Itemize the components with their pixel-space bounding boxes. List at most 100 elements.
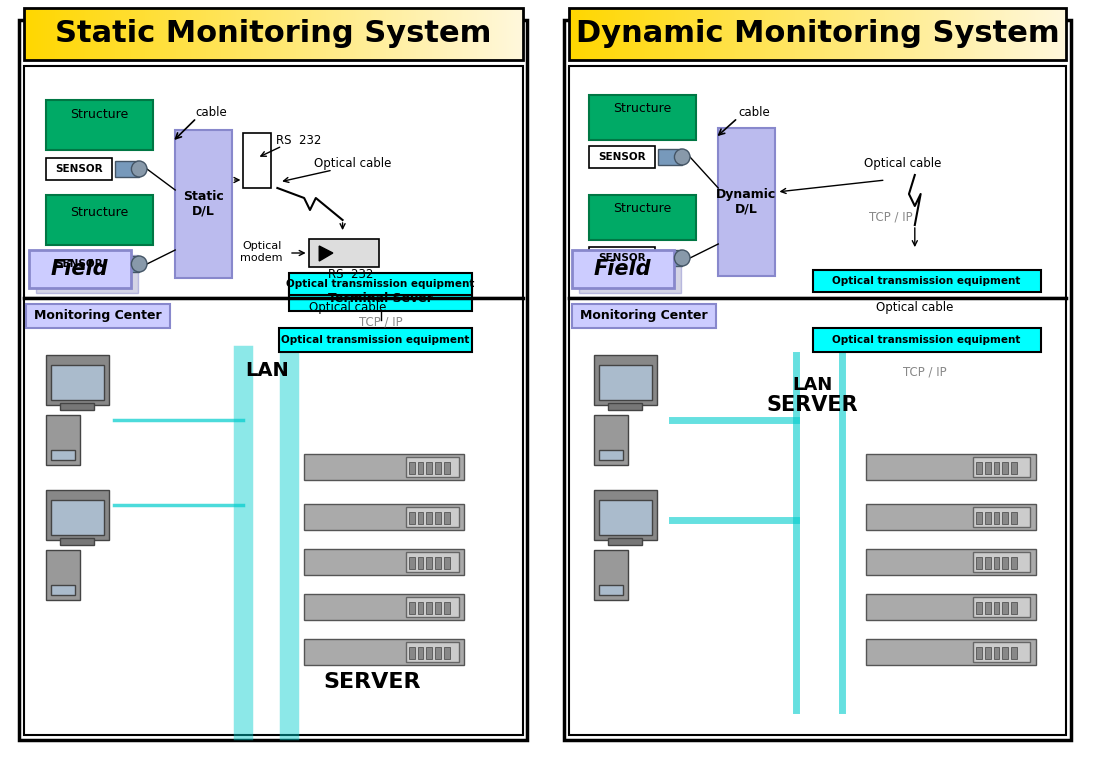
FancyBboxPatch shape [994, 647, 999, 659]
Text: Optical transmission equipment: Optical transmission equipment [832, 276, 1020, 286]
FancyBboxPatch shape [594, 415, 627, 465]
FancyBboxPatch shape [598, 450, 623, 460]
FancyBboxPatch shape [565, 20, 1071, 740]
FancyBboxPatch shape [427, 512, 432, 524]
FancyBboxPatch shape [46, 550, 80, 600]
Circle shape [674, 149, 690, 165]
Polygon shape [320, 246, 333, 261]
FancyBboxPatch shape [573, 250, 674, 288]
FancyBboxPatch shape [598, 500, 652, 535]
FancyBboxPatch shape [1012, 647, 1017, 659]
Text: Optical cable: Optical cable [314, 157, 391, 169]
FancyBboxPatch shape [289, 285, 472, 311]
Text: Optical
modem: Optical modem [240, 241, 282, 263]
FancyBboxPatch shape [1012, 557, 1017, 569]
Text: Monitoring Center: Monitoring Center [35, 309, 163, 322]
FancyBboxPatch shape [46, 100, 153, 150]
FancyBboxPatch shape [418, 647, 423, 659]
FancyBboxPatch shape [985, 462, 990, 474]
FancyBboxPatch shape [589, 247, 655, 269]
FancyBboxPatch shape [867, 504, 1036, 530]
FancyBboxPatch shape [867, 549, 1036, 575]
FancyBboxPatch shape [289, 273, 472, 295]
FancyBboxPatch shape [405, 642, 459, 662]
FancyBboxPatch shape [867, 454, 1036, 480]
FancyBboxPatch shape [598, 365, 652, 400]
FancyBboxPatch shape [974, 552, 1029, 572]
Text: LAN: LAN [245, 360, 289, 379]
FancyBboxPatch shape [50, 585, 75, 595]
Text: Dynamic Monitoring System: Dynamic Monitoring System [576, 20, 1059, 49]
Text: Dynamic
D/L: Dynamic D/L [716, 188, 776, 216]
Text: SERVER: SERVER [766, 395, 859, 415]
Text: LAN: LAN [792, 376, 833, 394]
FancyBboxPatch shape [443, 647, 450, 659]
FancyBboxPatch shape [115, 256, 139, 272]
FancyBboxPatch shape [436, 647, 441, 659]
Text: Field: Field [594, 259, 652, 279]
FancyBboxPatch shape [427, 647, 432, 659]
Text: Structure: Structure [613, 201, 672, 214]
FancyBboxPatch shape [29, 250, 131, 288]
Text: SENSOR: SENSOR [598, 152, 646, 162]
FancyBboxPatch shape [985, 512, 990, 524]
FancyBboxPatch shape [867, 639, 1036, 665]
FancyBboxPatch shape [405, 552, 459, 572]
FancyBboxPatch shape [1012, 512, 1017, 524]
FancyBboxPatch shape [60, 538, 95, 545]
FancyBboxPatch shape [812, 270, 1042, 292]
FancyBboxPatch shape [25, 66, 522, 298]
FancyBboxPatch shape [976, 647, 981, 659]
FancyBboxPatch shape [658, 149, 682, 165]
FancyBboxPatch shape [994, 602, 999, 614]
FancyBboxPatch shape [436, 557, 441, 569]
FancyBboxPatch shape [976, 462, 981, 474]
Text: Optical cable: Optical cable [876, 302, 954, 315]
FancyBboxPatch shape [994, 462, 999, 474]
Text: Terminal Sever: Terminal Sever [329, 292, 433, 305]
FancyBboxPatch shape [985, 557, 990, 569]
FancyBboxPatch shape [1003, 602, 1008, 614]
FancyBboxPatch shape [46, 253, 111, 275]
Text: Structure: Structure [70, 205, 128, 219]
FancyBboxPatch shape [50, 450, 75, 460]
FancyBboxPatch shape [27, 304, 170, 328]
FancyBboxPatch shape [1003, 512, 1008, 524]
FancyBboxPatch shape [994, 557, 999, 569]
Text: Static Monitoring System: Static Monitoring System [56, 20, 491, 49]
FancyBboxPatch shape [418, 462, 423, 474]
FancyBboxPatch shape [46, 490, 109, 540]
FancyBboxPatch shape [46, 415, 80, 465]
FancyBboxPatch shape [418, 557, 423, 569]
FancyBboxPatch shape [427, 462, 432, 474]
Text: Structure: Structure [613, 102, 672, 115]
FancyBboxPatch shape [115, 161, 139, 177]
FancyBboxPatch shape [280, 328, 472, 352]
Circle shape [674, 250, 690, 266]
FancyBboxPatch shape [608, 403, 643, 410]
Text: Optical transmission equipment: Optical transmission equipment [282, 335, 470, 345]
FancyBboxPatch shape [589, 95, 696, 140]
Text: Optical cable: Optical cable [309, 302, 387, 315]
FancyBboxPatch shape [60, 403, 95, 410]
Text: TCP / IP: TCP / IP [869, 211, 912, 223]
FancyBboxPatch shape [812, 328, 1042, 352]
Text: Optical cable: Optical cable [864, 157, 941, 169]
FancyBboxPatch shape [46, 195, 153, 245]
FancyBboxPatch shape [1003, 647, 1008, 659]
FancyBboxPatch shape [50, 500, 104, 535]
FancyBboxPatch shape [985, 602, 990, 614]
FancyBboxPatch shape [598, 585, 623, 595]
FancyBboxPatch shape [405, 597, 459, 617]
FancyBboxPatch shape [443, 557, 450, 569]
FancyBboxPatch shape [304, 594, 465, 620]
FancyBboxPatch shape [405, 457, 459, 477]
FancyBboxPatch shape [436, 602, 441, 614]
Text: RS  232: RS 232 [276, 134, 322, 147]
FancyBboxPatch shape [409, 462, 414, 474]
FancyBboxPatch shape [974, 457, 1029, 477]
FancyBboxPatch shape [46, 355, 109, 405]
FancyBboxPatch shape [867, 594, 1036, 620]
FancyBboxPatch shape [974, 507, 1029, 527]
FancyBboxPatch shape [589, 146, 655, 168]
